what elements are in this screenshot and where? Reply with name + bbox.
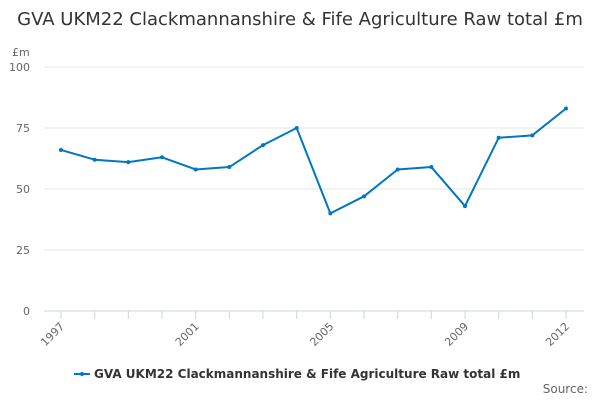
data-point	[429, 165, 434, 170]
data-point	[160, 155, 164, 160]
y-tick-label: 50	[16, 183, 30, 196]
legend-label[interactable]: GVA UKM22 Clackmannanshire & Fife Agricu…	[94, 367, 520, 381]
x-tick-label: 1997	[38, 320, 67, 349]
x-tick-label: 2009	[442, 320, 471, 349]
data-point	[328, 211, 333, 216]
data-point	[261, 143, 265, 148]
data-point	[463, 204, 467, 209]
y-tick-label: 0	[23, 305, 30, 318]
data-point	[227, 165, 232, 170]
data-point	[126, 160, 131, 165]
data-point	[395, 167, 400, 172]
data-point	[59, 147, 63, 152]
data-point	[564, 106, 568, 111]
data-point	[362, 194, 366, 199]
data-point	[92, 157, 97, 162]
source-link[interactable]: Source:	[542, 382, 588, 396]
data-point	[294, 126, 299, 130]
data-point	[496, 135, 501, 140]
chart-title: GVA UKM22 Clackmannanshire & Fife Agricu…	[17, 9, 583, 30]
data-point	[530, 133, 535, 138]
x-tick-label: 2012	[543, 320, 572, 349]
series-line	[60, 107, 567, 215]
y-tick-label: 75	[16, 122, 30, 135]
data-point	[193, 167, 198, 172]
y-tick-label: 25	[16, 244, 30, 257]
legend-marker	[80, 372, 84, 376]
y-tick-label: 100	[9, 61, 30, 74]
x-tick-label: 2001	[173, 320, 202, 349]
x-tick-label: 2005	[307, 320, 336, 349]
y-axis-label: £m	[12, 46, 30, 59]
